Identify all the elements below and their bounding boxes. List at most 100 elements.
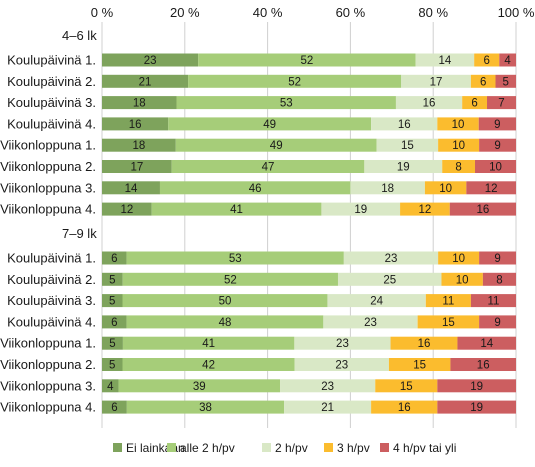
data-label: 19 [470, 381, 483, 393]
data-label: 17 [430, 76, 443, 88]
data-label: 23 [364, 317, 377, 329]
bar-segment [102, 160, 172, 173]
data-label: 48 [219, 317, 232, 329]
bar-segment [474, 53, 500, 67]
bar-segment [102, 96, 177, 110]
bar-segment [371, 117, 438, 131]
data-label: 10 [452, 253, 465, 265]
data-label: 10 [439, 183, 452, 195]
bar-segment [388, 358, 451, 371]
data-label: 5 [109, 360, 115, 372]
bar-segment [450, 358, 516, 371]
data-label: 16 [129, 119, 142, 131]
data-label: 9 [494, 119, 500, 131]
legend-swatch [262, 443, 271, 452]
row-label: Koulupäivinä 3. [7, 293, 96, 308]
bar-segment [478, 117, 516, 131]
legend-item: 3 h/pv [324, 441, 370, 455]
row-label: Viikonloppuna 4. [0, 400, 96, 415]
legend-swatch [113, 443, 122, 452]
data-label: 8 [496, 274, 502, 286]
bar-segment [102, 74, 189, 88]
data-label: 46 [249, 183, 262, 195]
data-label: 53 [280, 98, 293, 110]
bar-segment [102, 400, 127, 414]
x-tick-label: 40 % [253, 5, 283, 20]
data-label: 52 [301, 55, 314, 67]
bar-row: Viikonloppuna 4. 6 38 21 16 19 [0, 400, 516, 415]
legend-label: 3 h/pv [337, 441, 370, 455]
bar-segment [102, 53, 199, 67]
data-label: 5 [109, 338, 115, 350]
bar-segment [102, 272, 123, 286]
bar-segment [457, 336, 516, 350]
bar-segment [495, 74, 516, 88]
bar-row: Koulupäivinä 1. 23 52 14 6 4 [7, 53, 516, 68]
data-label: 16 [418, 338, 431, 350]
bar-segment [168, 117, 372, 131]
bar-row: Viikonloppuna 4. 12 41 19 12 16 [0, 202, 516, 217]
data-label: 6 [111, 402, 117, 414]
bar-segment [415, 53, 475, 67]
data-label: 52 [224, 274, 237, 286]
x-tick-label: 80 % [418, 5, 448, 20]
data-label: 16 [423, 98, 436, 110]
legend-item: 2 h/pv [262, 441, 308, 455]
bar-segment [321, 202, 401, 216]
data-label: 15 [400, 381, 413, 393]
bar-segment [425, 294, 471, 308]
legend-swatch [380, 443, 389, 452]
bar-segment [449, 202, 516, 216]
bar-segment [102, 202, 152, 216]
data-label: 5 [109, 296, 115, 308]
bar-segment [126, 315, 324, 329]
data-label: 4 [504, 55, 511, 67]
bar-segment [462, 96, 488, 110]
bar-segment [294, 336, 391, 350]
data-label: 15 [413, 360, 426, 372]
bar-segment [126, 251, 344, 265]
row-label: Viikonloppuna 2. [0, 357, 96, 372]
bar-segment [400, 202, 450, 216]
data-label: 12 [120, 204, 133, 216]
data-label: 6 [471, 98, 477, 110]
bar-segment [442, 160, 476, 173]
bar-segment [395, 96, 463, 110]
data-label: 6 [484, 55, 490, 67]
data-label: 23 [385, 253, 398, 265]
bar-segment [176, 96, 396, 110]
data-label: 16 [476, 204, 489, 216]
bar-segment [337, 272, 442, 286]
data-label: 4 [107, 381, 114, 393]
row-label: Viikonloppuna 3. [0, 180, 96, 195]
data-label: 5 [109, 274, 115, 286]
bar-segment [102, 379, 119, 393]
bar-row: Viikonloppuna 2. 5 42 23 15 16 [0, 357, 516, 372]
data-label: 42 [202, 360, 215, 372]
bar-segment [198, 53, 416, 67]
row-label: Koulupäivinä 2. [7, 74, 96, 89]
data-label: 19 [354, 204, 367, 216]
data-label: 50 [219, 296, 232, 308]
data-label: 14 [125, 183, 138, 195]
data-label: 49 [270, 140, 283, 152]
bar-segment [343, 251, 439, 265]
bar-segment [151, 202, 322, 216]
bar-segment [118, 379, 281, 393]
row-label: Viikonloppuna 1. [0, 138, 96, 153]
data-label: 16 [398, 119, 411, 131]
bar-row: Koulupäivinä 4. 16 49 16 10 9 [7, 116, 516, 131]
data-label: 11 [442, 296, 454, 308]
data-label: 21 [321, 402, 334, 414]
bar-segment [122, 294, 328, 308]
bar-segment [437, 400, 516, 414]
data-label: 47 [262, 162, 275, 174]
x-tick-label: 0 % [91, 5, 114, 20]
bar-segment [102, 294, 123, 308]
bar-segment [390, 336, 458, 350]
bar-row: Viikonloppuna 3. 14 46 18 10 12 [0, 180, 516, 195]
data-label: 18 [133, 98, 146, 110]
data-label: 10 [456, 274, 469, 286]
